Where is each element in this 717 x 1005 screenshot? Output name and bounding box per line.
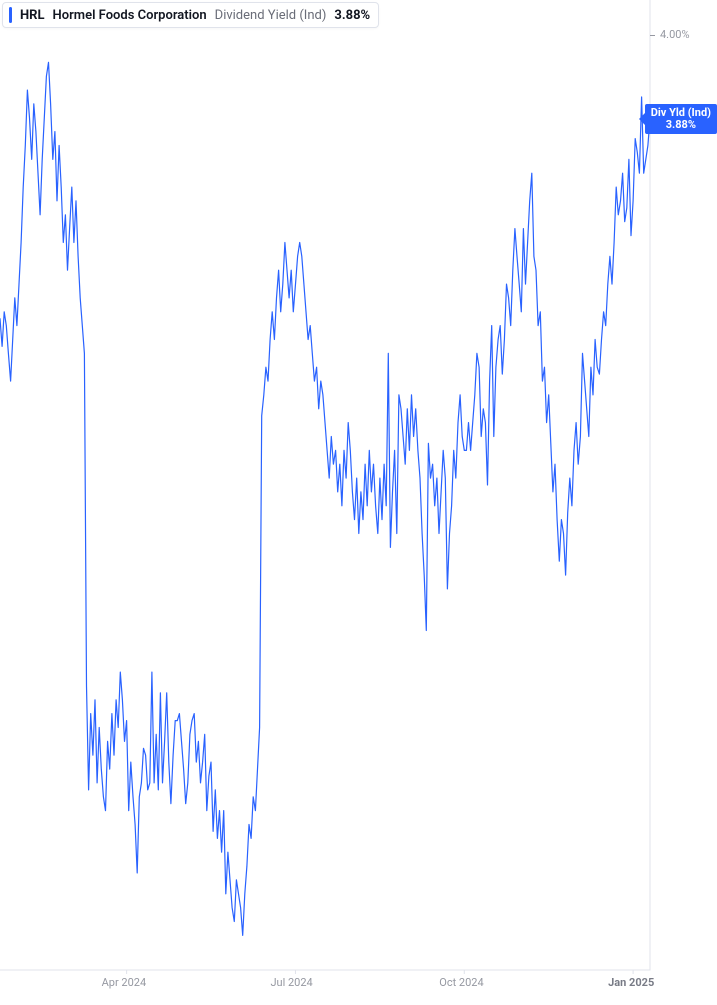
y-axis-tick-label: 4.00% [660, 28, 690, 41]
y-axis-tick-mark [650, 35, 655, 36]
x-axis-tick-label: Oct 2024 [439, 976, 483, 989]
line-chart-svg [0, 0, 717, 1005]
legend-current-value: 3.88% [334, 8, 370, 23]
x-axis-tick-label: Jan 2025 [608, 976, 654, 989]
x-axis-tick-label: Jul 2024 [270, 976, 312, 989]
legend-color-marker [9, 7, 12, 23]
chart-container: HRL Hormel Foods Corporation Dividend Yi… [0, 0, 717, 1005]
chart-legend[interactable]: HRL Hormel Foods Corporation Dividend Yi… [2, 2, 379, 28]
legend-metric-label: Dividend Yield (Ind) [215, 8, 327, 23]
x-axis-tick-label: Apr 2024 [102, 976, 147, 989]
legend-company-name: Hormel Foods Corporation [53, 8, 207, 23]
current-value-flag: Div Yld (Ind) 3.88% [645, 104, 717, 134]
value-flag-value: 3.88% [651, 119, 711, 131]
legend-ticker: HRL [20, 8, 45, 23]
